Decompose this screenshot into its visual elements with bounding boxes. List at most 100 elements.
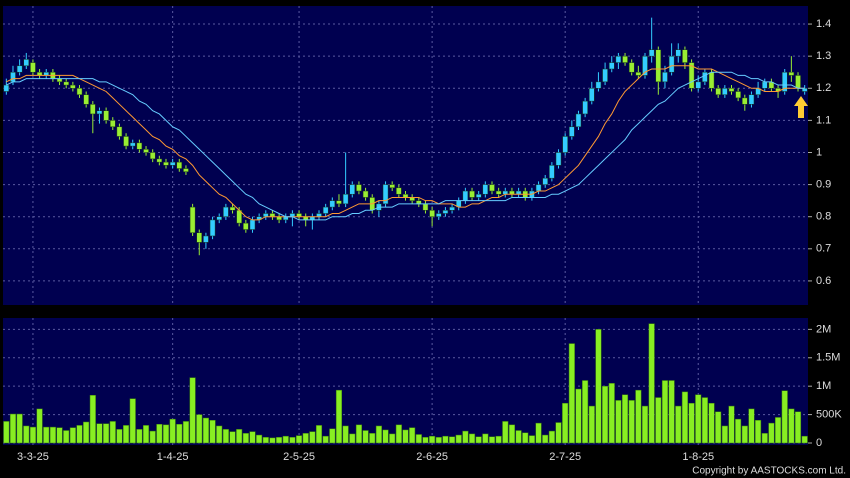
- volume-bar: [189, 377, 196, 444]
- last-price-arrow: [794, 96, 808, 118]
- volume-bar: [741, 425, 748, 444]
- volume-bar: [681, 391, 688, 444]
- volume-bar: [355, 424, 362, 444]
- volume-bar: [655, 397, 662, 444]
- volume-bar: [23, 425, 30, 444]
- y-tick-label: 0.6: [816, 275, 831, 287]
- volume-bar: [196, 414, 203, 444]
- candle-body: [209, 219, 216, 237]
- y-tick-label: 1M: [816, 380, 831, 392]
- volume-bar: [482, 433, 489, 444]
- y-tick-label: 1.5M: [816, 352, 840, 364]
- volume-bar: [56, 427, 63, 444]
- volume-bar: [568, 343, 575, 444]
- volume-bar: [149, 430, 156, 444]
- moving-average-line: [6, 71, 805, 221]
- volume-bar: [628, 400, 635, 444]
- volume-bar: [442, 435, 449, 444]
- candle-body: [608, 62, 615, 70]
- y-tick-label: 1.2: [816, 82, 831, 94]
- volume-bar: [615, 400, 622, 444]
- volume-bar: [595, 329, 602, 444]
- candle-body: [362, 190, 369, 198]
- volume-bar: [775, 417, 782, 444]
- volume-bar: [788, 408, 795, 444]
- volume-bar: [142, 425, 150, 444]
- volume-bar: [575, 388, 582, 444]
- volume-bar: [109, 421, 116, 444]
- volume-bar: [409, 427, 416, 444]
- volume-bar: [89, 395, 96, 444]
- volume-bar: [495, 435, 502, 444]
- volume-bar: [309, 431, 316, 444]
- y-tick-label: 0.8: [816, 211, 831, 223]
- volume-bar: [641, 405, 649, 444]
- volume-bar: [349, 433, 356, 444]
- volume-bar: [229, 431, 236, 444]
- candle-body: [203, 235, 209, 243]
- candle-body: [735, 91, 741, 99]
- volume-bar: [129, 398, 136, 444]
- volume-bar: [256, 434, 263, 444]
- volume-bar: [781, 390, 788, 444]
- candle-body: [715, 88, 721, 95]
- volume-bar: [402, 429, 409, 444]
- volume-bar: [449, 436, 456, 444]
- candle-body: [668, 55, 675, 73]
- candle-body: [562, 136, 568, 153]
- volume-bar: [668, 380, 675, 444]
- volume-bar: [282, 435, 289, 444]
- volume-bar: [708, 402, 715, 444]
- candle-body: [569, 126, 575, 137]
- volume-bar: [3, 421, 10, 444]
- candle-body: [96, 110, 103, 115]
- candle-body: [549, 165, 555, 179]
- candle-body: [243, 222, 249, 230]
- candle-body: [183, 168, 189, 173]
- volume-bar: [96, 423, 103, 444]
- candle-body: [163, 161, 169, 166]
- candle-body: [748, 94, 755, 105]
- volume-bar: [728, 405, 735, 444]
- volume-bar: [236, 429, 243, 444]
- volume-bar: [83, 421, 90, 444]
- candle-body: [489, 184, 495, 192]
- candle-body: [722, 88, 728, 95]
- candle-body: [349, 184, 356, 195]
- copyright: Copyright by AASTOCKS.com Ltd.: [692, 466, 846, 477]
- x-tick-label: 1-4-25: [157, 451, 189, 463]
- candle-body: [76, 88, 83, 95]
- volume-bar: [123, 425, 130, 444]
- volume-bar: [289, 437, 296, 444]
- volume-bar: [528, 435, 535, 444]
- candle-body: [469, 190, 475, 198]
- candle-body: [708, 71, 715, 89]
- volume-bar: [249, 431, 256, 444]
- volume-bar: [435, 437, 442, 444]
- candle-body: [149, 152, 156, 160]
- volume-bar: [182, 421, 189, 444]
- candle-body: [249, 219, 256, 230]
- candle-body: [129, 142, 136, 147]
- volume-bar: [156, 424, 163, 444]
- volume-bar: [222, 429, 229, 444]
- x-tick-label: 1-8-25: [682, 451, 714, 463]
- x-tick-label: 2-7-25: [549, 451, 581, 463]
- x-tick-label: 3-3-25: [17, 451, 49, 463]
- volume-bar: [369, 433, 376, 444]
- volume-bar: [794, 411, 802, 444]
- volume-bar: [635, 389, 642, 444]
- volume-bar: [302, 433, 309, 444]
- candle-body: [702, 71, 708, 83]
- volume-bar: [362, 430, 369, 444]
- candle-body: [30, 62, 36, 73]
- candle-body: [728, 88, 735, 92]
- volume-bar: [395, 424, 402, 444]
- candle-body: [169, 161, 176, 166]
- candle-body: [396, 187, 402, 195]
- candle-body: [382, 184, 389, 205]
- candle-body: [788, 71, 795, 76]
- volume-bar: [721, 425, 728, 444]
